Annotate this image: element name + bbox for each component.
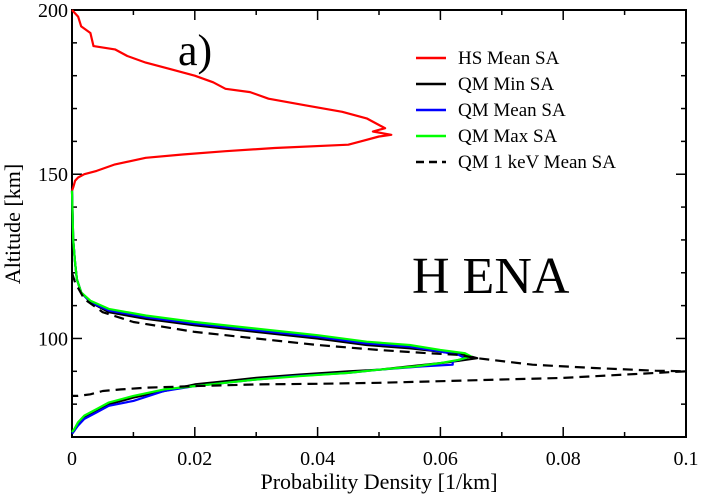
series-line-qm-1-kev-mean-sa <box>70 272 688 397</box>
series-layer <box>70 9 688 435</box>
annotation-label: H ENA <box>412 248 570 305</box>
y-tick-label: 100 <box>38 328 68 350</box>
series-line-hs-mean-sa <box>70 9 393 192</box>
x-tick-label: 0.1 <box>674 448 699 470</box>
legend-label: QM 1 keV Mean SA <box>458 152 616 173</box>
x-tick-label: 0.04 <box>300 448 335 470</box>
legend-label: QM Mean SA <box>458 100 566 121</box>
y-tick-label: 150 <box>38 164 68 186</box>
plot-frame <box>71 9 687 438</box>
x-tick-label: 0.06 <box>423 448 458 470</box>
x-axis-label: Probability Density [1/km] <box>260 469 497 494</box>
ticks: 0 0.02 0.04 0.06 0.08 0.1 100 150 200 <box>38 0 699 470</box>
series-line-qm-max-sa <box>70 190 473 433</box>
x-tick-label: 0.08 <box>546 448 581 470</box>
legend-label: HS Mean SA <box>458 48 560 69</box>
y-axis-label: Altitude [km] <box>0 164 25 284</box>
legend-label: QM Min SA <box>458 74 554 95</box>
y-tick-label: 200 <box>38 0 68 22</box>
x-tick-label: 0.02 <box>177 448 212 470</box>
legend-label: QM Max SA <box>458 126 558 147</box>
legend: HS Mean SA QM Min SA QM Mean SA QM Max SA QM… <box>416 48 616 173</box>
x-tick-label: 0 <box>67 448 77 470</box>
panel-label: a) <box>178 26 212 75</box>
